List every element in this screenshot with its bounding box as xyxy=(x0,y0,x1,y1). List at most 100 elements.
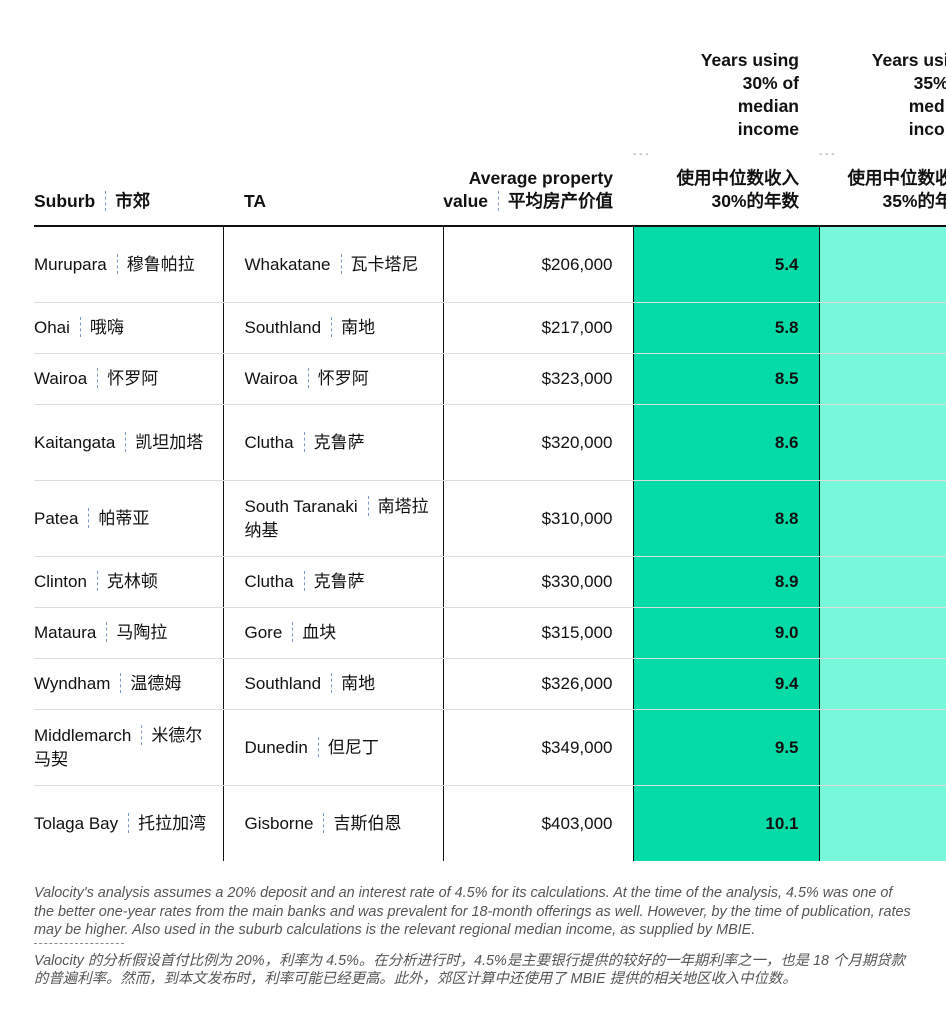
data-table: Suburb 市郊 TA Average property value 平均房产价值 Ye… xyxy=(34,0,946,861)
ta-zh: 南塔拉纳基 xyxy=(244,496,429,540)
suburb-en: Murupara xyxy=(34,254,107,274)
ta-cell: Gisborne 吉斯伯恩 xyxy=(223,785,444,861)
suburb-en: Mataura xyxy=(34,623,97,642)
footnote-divider xyxy=(34,942,124,944)
suburb-zh: 克林顿 xyxy=(106,572,158,591)
ta-en: Whakatane xyxy=(244,254,331,274)
separator xyxy=(116,253,118,274)
years35-cell: 7.8 xyxy=(819,658,946,710)
suburb-zh: 凯坦加塔 xyxy=(135,432,204,452)
suburb-cell: Ohai 哦嗨 xyxy=(34,302,224,354)
separator xyxy=(141,724,143,745)
separator xyxy=(106,622,108,642)
header-divider: - - - xyxy=(819,149,835,160)
header-zh: 市郊 xyxy=(115,191,151,211)
years35-cell: 7.3 xyxy=(819,480,946,557)
separator xyxy=(292,622,294,642)
separator xyxy=(97,368,99,388)
header-en: Suburb xyxy=(34,191,96,211)
header-en: Years using 35% of median income xyxy=(871,50,946,139)
ta-en: Clutha xyxy=(244,432,294,452)
ta-en: South Taranaki xyxy=(244,496,358,516)
suburb-cell: Clinton 克林顿 xyxy=(34,556,224,608)
years35-cell: 7.9 xyxy=(819,709,946,786)
value-cell: $326,000 xyxy=(443,658,634,710)
value-cell: $315,000 xyxy=(443,607,634,659)
value-cell: $217,000 xyxy=(443,302,634,354)
ta-cell: South Taranaki 南塔拉纳基 xyxy=(223,480,444,557)
years35-cell: 4.9 xyxy=(819,302,946,354)
separator xyxy=(498,191,499,211)
years30-cell: 5.8 xyxy=(633,302,820,354)
ta-zh: 南地 xyxy=(341,318,376,337)
years35-cell: 4.5 xyxy=(819,226,946,303)
years30-cell: 9.4 xyxy=(633,658,820,710)
value-cell: $206,000 xyxy=(443,226,634,303)
ta-cell: Dunedin 但尼丁 xyxy=(223,709,444,786)
ta-en: Clutha xyxy=(244,572,294,591)
ta-zh: 但尼丁 xyxy=(327,737,379,757)
separator xyxy=(303,431,305,452)
header-en: Average property value xyxy=(443,168,613,211)
header-zh: 使用中位数收入30%的年数 xyxy=(676,168,800,211)
column-header: Years using 30% of median income - - - 使用中… xyxy=(633,0,819,227)
ta-zh: 克鲁萨 xyxy=(313,432,365,452)
suburb-en: Clinton xyxy=(34,572,87,591)
suburb-en: Middlemarch xyxy=(34,725,132,745)
years30-cell: 8.9 xyxy=(633,556,820,608)
ta-en: Southland xyxy=(244,318,322,337)
separator xyxy=(367,495,369,516)
suburb-en: Kaitangata xyxy=(34,432,116,452)
value-cell: $320,000 xyxy=(443,404,634,481)
footnotes: Valocity's analysis assumes a 20% deposi… xyxy=(34,884,912,989)
suburb-en: Wairoa xyxy=(34,369,88,388)
suburb-cell: Murupara 穆鲁帕拉 xyxy=(34,226,224,303)
ta-cell: Gore 血块 xyxy=(223,607,444,659)
years35-cell: 7.4 xyxy=(819,556,946,608)
separator xyxy=(303,571,305,591)
separator xyxy=(79,317,81,337)
ta-zh: 瓦卡塔尼 xyxy=(350,254,419,274)
separator xyxy=(340,253,342,274)
years35-cell: 8.3 xyxy=(819,785,946,861)
years35-cell: 7.5 xyxy=(819,607,946,659)
table-row: Tolaga Bay 托拉加湾 Gisborne 吉斯伯恩 $403,00010.18.… xyxy=(34,785,946,861)
suburb-zh: 帕蒂亚 xyxy=(98,508,150,528)
suburb-en: Tolaga Bay xyxy=(34,813,119,833)
value-cell: $403,000 xyxy=(443,785,634,861)
header-en: Years using 30% of median income xyxy=(700,50,799,139)
separator xyxy=(331,673,333,693)
separator xyxy=(105,191,107,211)
years30-cell: 9.0 xyxy=(633,607,820,659)
value-cell: $349,000 xyxy=(443,709,634,786)
years35-cell: 7.1 xyxy=(819,404,946,481)
suburb-zh: 米德尔马契 xyxy=(34,725,203,769)
separator xyxy=(323,812,325,833)
column-header: TA xyxy=(223,0,443,227)
suburb-zh: 温德姆 xyxy=(130,674,182,693)
ta-cell: Clutha 克鲁萨 xyxy=(223,556,444,608)
ta-en: Southland xyxy=(244,674,322,693)
suburb-cell: Wairoa 怀罗阿 xyxy=(34,353,224,405)
separator xyxy=(96,571,98,591)
years30-cell: 8.8 xyxy=(633,480,820,557)
header-divider: - - - xyxy=(633,149,649,160)
ta-cell: Southland 南地 xyxy=(223,302,444,354)
suburb-zh: 怀罗阿 xyxy=(107,369,159,388)
value-cell: $323,000 xyxy=(443,353,634,405)
value-cell: $330,000 xyxy=(443,556,634,608)
column-header: Suburb 市郊 xyxy=(34,0,223,227)
ta-zh: 吉斯伯恩 xyxy=(333,813,402,833)
table-header: Suburb 市郊 TA Average property value 平均房产价值 Ye… xyxy=(34,0,946,227)
suburb-cell: Mataura 马陶拉 xyxy=(34,607,224,659)
ta-en: Dunedin xyxy=(244,737,308,757)
separator xyxy=(317,736,319,757)
suburb-zh: 托拉加湾 xyxy=(138,813,207,833)
ta-zh: 血块 xyxy=(302,623,337,642)
suburb-zh: 哦嗨 xyxy=(89,318,124,337)
